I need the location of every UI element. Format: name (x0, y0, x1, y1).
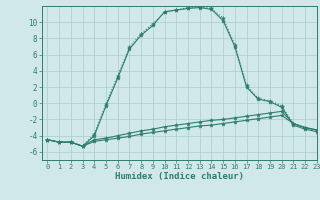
X-axis label: Humidex (Indice chaleur): Humidex (Indice chaleur) (115, 172, 244, 181)
